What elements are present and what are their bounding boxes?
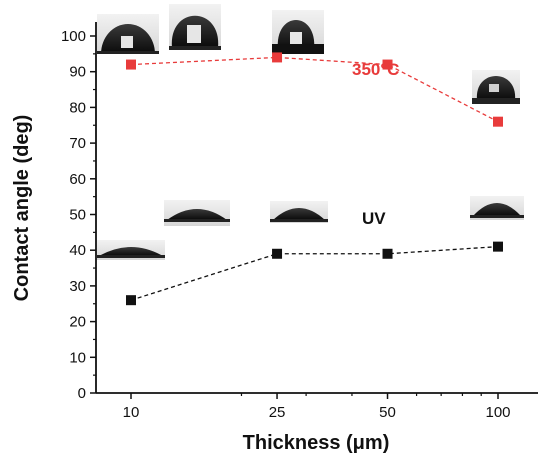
y-axis-title: Contact angle (deg) bbox=[11, 115, 33, 302]
data-point-1-3 bbox=[493, 241, 503, 252]
data-point-0-0 bbox=[126, 59, 136, 70]
droplet-image-350c-25um bbox=[169, 4, 221, 50]
y-tick-label: 0 bbox=[78, 385, 86, 402]
x-tick-label: 25 bbox=[269, 404, 286, 421]
y-axis-ticks: 0 10 20 30 40 50 60 70 80 90 100 bbox=[61, 28, 96, 402]
x-axis-title: Thickness (μm) bbox=[243, 432, 390, 454]
y-tick-label: 60 bbox=[69, 171, 86, 188]
droplet-images bbox=[97, 4, 524, 260]
x-tick-label: 10 bbox=[123, 404, 140, 421]
droplet-image-350c-10um bbox=[97, 14, 159, 54]
droplet-image-350c-100um bbox=[472, 70, 520, 104]
data-point-0-2 bbox=[382, 59, 393, 70]
y-tick-label: 20 bbox=[69, 314, 86, 331]
y-tick-label: 50 bbox=[69, 207, 86, 224]
data-series bbox=[126, 52, 503, 306]
series-line-0 bbox=[130, 56, 499, 123]
droplet-image-uv-25um bbox=[164, 200, 230, 226]
y-tick-label: 10 bbox=[69, 349, 86, 366]
series-line-1 bbox=[130, 245, 499, 301]
x-tick-label: 50 bbox=[379, 404, 396, 421]
y-tick-label: 100 bbox=[61, 28, 86, 45]
y-tick-label: 70 bbox=[69, 135, 86, 152]
y-tick-label: 30 bbox=[69, 278, 86, 295]
y-tick-label: 90 bbox=[69, 64, 86, 81]
droplet-image-uv-50um bbox=[270, 201, 328, 223]
series-label-350c: 350°C bbox=[352, 60, 399, 79]
series-label-uv: UV bbox=[362, 209, 386, 228]
droplet-image-350c-50um bbox=[272, 10, 324, 54]
y-tick-label: 80 bbox=[69, 99, 86, 116]
data-point-1-1 bbox=[272, 248, 283, 259]
droplet-image-uv-10um bbox=[97, 240, 165, 260]
data-point-0-1 bbox=[272, 52, 283, 63]
data-point-0-3 bbox=[493, 116, 503, 127]
x-tick-label: 100 bbox=[485, 404, 510, 421]
plot-axes bbox=[95, 22, 538, 394]
data-point-1-2 bbox=[382, 248, 393, 259]
y-tick-label: 40 bbox=[69, 242, 86, 259]
x-axis-ticks: 10 25 50 100 bbox=[123, 393, 511, 421]
droplet-image-uv-100um bbox=[470, 196, 524, 220]
data-point-1-0 bbox=[126, 295, 136, 306]
